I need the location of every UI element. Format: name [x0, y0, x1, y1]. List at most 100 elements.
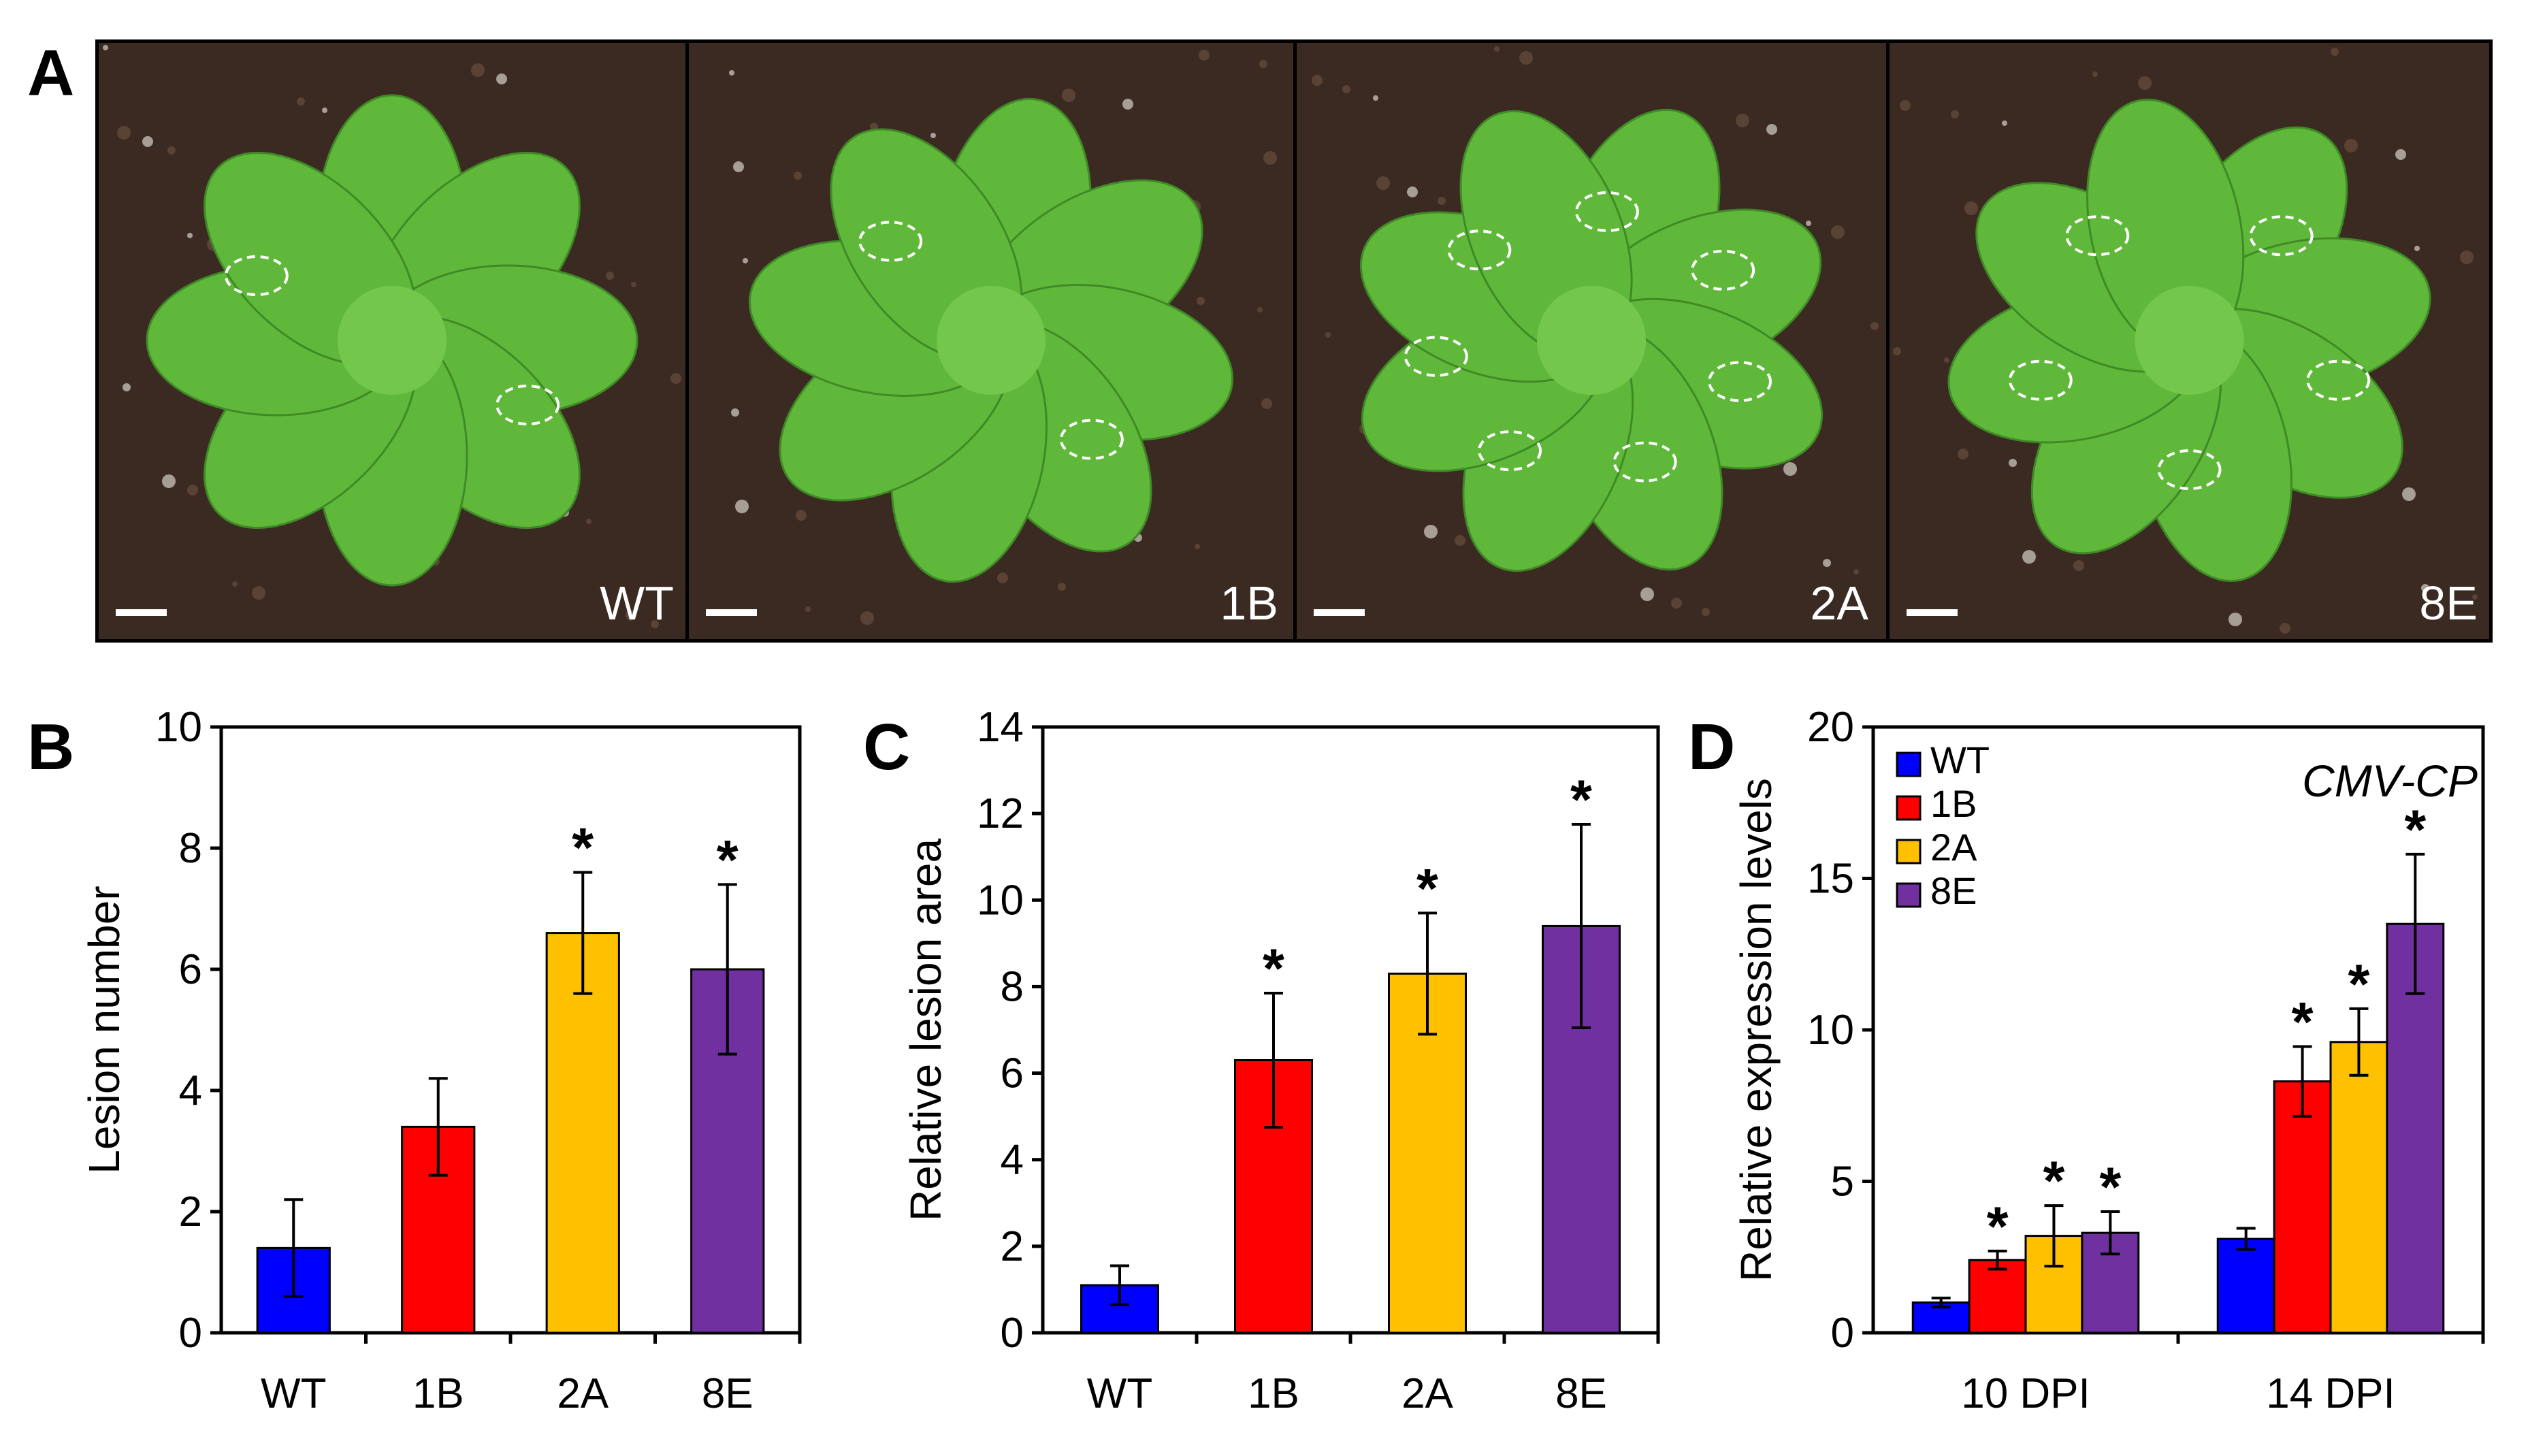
soil-speck: [2395, 149, 2406, 160]
soil-speck: [1195, 544, 1200, 549]
bar-wt: [2216, 1237, 2275, 1334]
soil-speck: [733, 161, 744, 172]
soil-speck: [735, 500, 749, 513]
lesion-outline: [2065, 215, 2130, 257]
soil-speck: [2002, 120, 2007, 126]
significance-marker: *: [1263, 938, 1284, 1000]
y-axis-title: Relative lesion area: [901, 839, 950, 1222]
y-axis-title: Lesion number: [80, 886, 129, 1174]
y-tick-label: 8: [179, 825, 202, 872]
soil-speck: [1640, 587, 1654, 601]
soil-speck: [805, 606, 811, 612]
lesion-outline: [1478, 430, 1542, 472]
y-tick-label: 15: [1807, 856, 1854, 903]
significance-marker: *: [717, 829, 739, 891]
soil-speck: [232, 581, 238, 587]
y-tick-label: 10: [977, 877, 1024, 924]
lesion-outline: [1691, 249, 1755, 291]
panel-d-letter: D: [1688, 711, 1735, 783]
soil-speck: [1312, 75, 1323, 86]
soil-speck: [1853, 569, 1859, 575]
soil-speck: [729, 70, 734, 76]
soil-speck: [1823, 559, 1831, 567]
soil-speck: [1893, 347, 1901, 355]
y-tick-label: 6: [1001, 1050, 1024, 1097]
soil-speck: [796, 510, 807, 521]
soil-speck: [651, 620, 659, 628]
soil-speck: [1870, 322, 1879, 330]
soil-speck: [1122, 99, 1133, 110]
photo-label-8e: 8E: [2419, 577, 2478, 630]
soil-speck: [471, 63, 485, 77]
soil-speck: [1407, 187, 1418, 197]
soil-speck: [606, 272, 614, 280]
y-tick-label: 10: [155, 704, 202, 751]
legend-label-wt: WT: [1930, 739, 1990, 781]
soil-speck: [167, 146, 176, 155]
x-tick-label: 2A: [1401, 1370, 1453, 1417]
legend-label-2a: 2A: [1930, 826, 1977, 869]
soil-speck: [1424, 525, 1438, 538]
legend-swatch-1b: [1896, 795, 1922, 821]
lesion-outline: [2008, 359, 2073, 401]
soil-speck: [2092, 71, 2098, 77]
rosette-center: [2135, 286, 2244, 395]
soil-speck: [2022, 550, 2036, 564]
bar-8e: [2386, 922, 2445, 1334]
soil-speck: [2344, 139, 2358, 152]
soil-speck: [1806, 221, 1811, 226]
soil-speck: [2421, 584, 2429, 592]
lesion-outline: [1404, 336, 1468, 377]
soil-speck: [1058, 583, 1066, 591]
soil-speck: [930, 133, 936, 138]
legend-label-1b: 1B: [1930, 782, 1977, 825]
soil-speck: [1702, 608, 1710, 616]
y-tick-label: 12: [977, 790, 1024, 837]
soil-speck: [297, 97, 305, 106]
soil-speck: [997, 572, 1008, 583]
soil-speck: [322, 108, 327, 113]
lesion-outline: [2306, 359, 2371, 401]
soil-speck: [586, 519, 592, 524]
soil-speck: [670, 373, 681, 384]
scale-bar: [1314, 609, 1365, 616]
lesion-outline: [858, 221, 923, 262]
soil-speck: [187, 233, 193, 238]
legend-label-8e: 8E: [1930, 869, 1977, 912]
panel-b-letter: B: [27, 711, 74, 783]
x-tick-label: 10 DPI: [1961, 1370, 2090, 1417]
chart-d: 0 5 10 15 20 Relative expression levels * * * 10 …: [1732, 704, 2485, 1417]
soil-speck: [1373, 95, 1378, 101]
chart-c: 0 2 4 6 8 10 12 14 Relative lesion area WT * 1B * 2A *…: [901, 704, 1660, 1417]
photo-label-2a: 2A: [1810, 577, 1868, 630]
chart-b: 0 2 4 6 8 10 Lesion number WT 1B * 2A * 8E: [80, 704, 802, 1417]
significance-marker: *: [1987, 1196, 2009, 1258]
soil-speck: [2073, 560, 2084, 571]
soil-speck: [1257, 307, 1263, 312]
photo-label-1b: 1B: [1220, 577, 1278, 630]
y-tick-label: 0: [1831, 1310, 1854, 1357]
soil-speck: [2009, 459, 2017, 467]
soil-speck: [1197, 297, 1205, 305]
bar-8e: [2081, 1231, 2140, 1334]
legend-swatch-wt: [1896, 751, 1922, 777]
rosette-center: [937, 286, 1046, 395]
lesion-outline: [1574, 191, 1639, 232]
soil-speck: [1438, 197, 1446, 205]
lesion-outline: [2249, 215, 2314, 257]
photo-label-wt: WT: [600, 577, 674, 630]
soil-speck: [187, 485, 198, 496]
soil-speck: [2460, 250, 2474, 264]
lesion-outline: [1059, 419, 1124, 460]
photo-wt: [99, 43, 685, 639]
photo-2a: [1297, 43, 1886, 639]
legend-swatch-2a: [1896, 839, 1922, 864]
photo-8e: [1890, 43, 2489, 639]
significance-marker: *: [2099, 1156, 2121, 1218]
y-tick-label: 6: [179, 946, 202, 993]
gene-label: CMV-CP: [2302, 756, 2478, 806]
y-tick-label: 0: [179, 1310, 202, 1357]
lesion-outline: [1613, 441, 1677, 483]
bar-1b: [1968, 1259, 2027, 1334]
scale-bar: [706, 609, 757, 616]
